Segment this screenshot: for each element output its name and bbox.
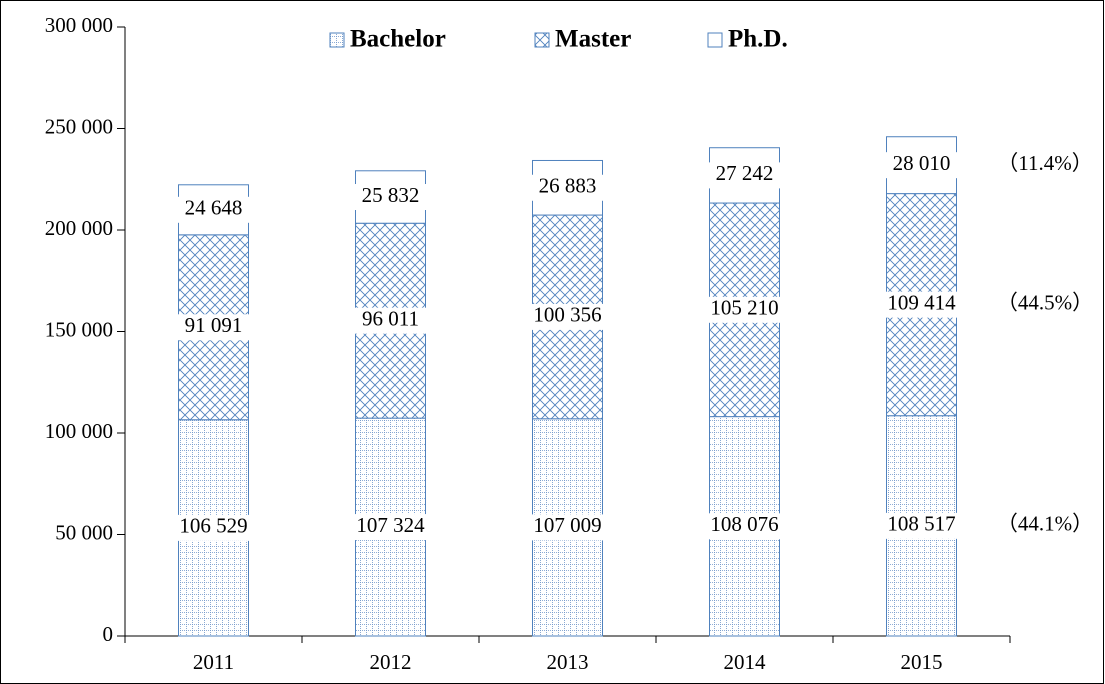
value-label-bg [881, 291, 962, 318]
value-label-bg [350, 184, 431, 211]
y-tick-label: 100 000 [45, 419, 113, 443]
value-label: 108 076 [710, 512, 778, 536]
value-label-bg [350, 307, 431, 334]
value-label: 28 010 [893, 151, 951, 175]
y-tick-label: 150 000 [45, 317, 113, 341]
value-label: 25 832 [362, 183, 420, 207]
value-label-bg [881, 512, 962, 539]
value-label: 26 883 [539, 174, 597, 198]
value-label: 106 529 [179, 514, 247, 538]
value-label-bg [881, 152, 962, 179]
x-tick-label: 2014 [724, 650, 767, 674]
value-label: 108 517 [887, 512, 955, 536]
value-label: 24 648 [185, 196, 243, 220]
value-label: 27 242 [716, 161, 774, 185]
y-tick-label: 200 000 [45, 216, 113, 240]
value-label: 105 210 [710, 296, 778, 320]
value-label: 107 009 [533, 513, 601, 537]
value-label: 91 091 [185, 313, 243, 337]
value-label: 109 414 [887, 290, 956, 314]
x-tick-label: 2011 [193, 650, 234, 674]
y-tick-label: 300 000 [45, 13, 113, 37]
x-tick-label: 2012 [370, 650, 412, 674]
legend-swatch [707, 32, 723, 48]
value-label: 107 324 [356, 513, 425, 537]
legend-label: Master [555, 26, 631, 53]
value-label-bg [173, 514, 254, 541]
share-label: （11.4%） [997, 151, 1092, 175]
legend-swatch [534, 32, 550, 48]
value-label-bg [704, 296, 785, 323]
share-label: （44.5%） [997, 290, 1093, 314]
y-tick-label: 250 000 [45, 114, 113, 138]
x-tick-label: 2015 [901, 650, 943, 674]
value-label: 96 011 [362, 306, 419, 330]
value-label-bg [704, 162, 785, 189]
legend-label: Ph.D. [728, 26, 788, 53]
y-tick-label: 50 000 [55, 520, 113, 544]
value-label: 100 356 [533, 303, 601, 327]
value-label-bg [527, 514, 608, 541]
value-label-bg [527, 303, 608, 330]
value-label-bg [527, 174, 608, 201]
legend-swatch [329, 32, 345, 48]
share-label: （44.1%） [997, 512, 1093, 536]
value-label-bg [350, 514, 431, 541]
value-label-bg [173, 314, 254, 341]
y-tick-label: 0 [103, 622, 114, 646]
x-tick-label: 2013 [547, 650, 589, 674]
legend-label: Bachelor [350, 26, 446, 53]
value-label-bg [704, 513, 785, 540]
value-label-bg [173, 196, 254, 223]
